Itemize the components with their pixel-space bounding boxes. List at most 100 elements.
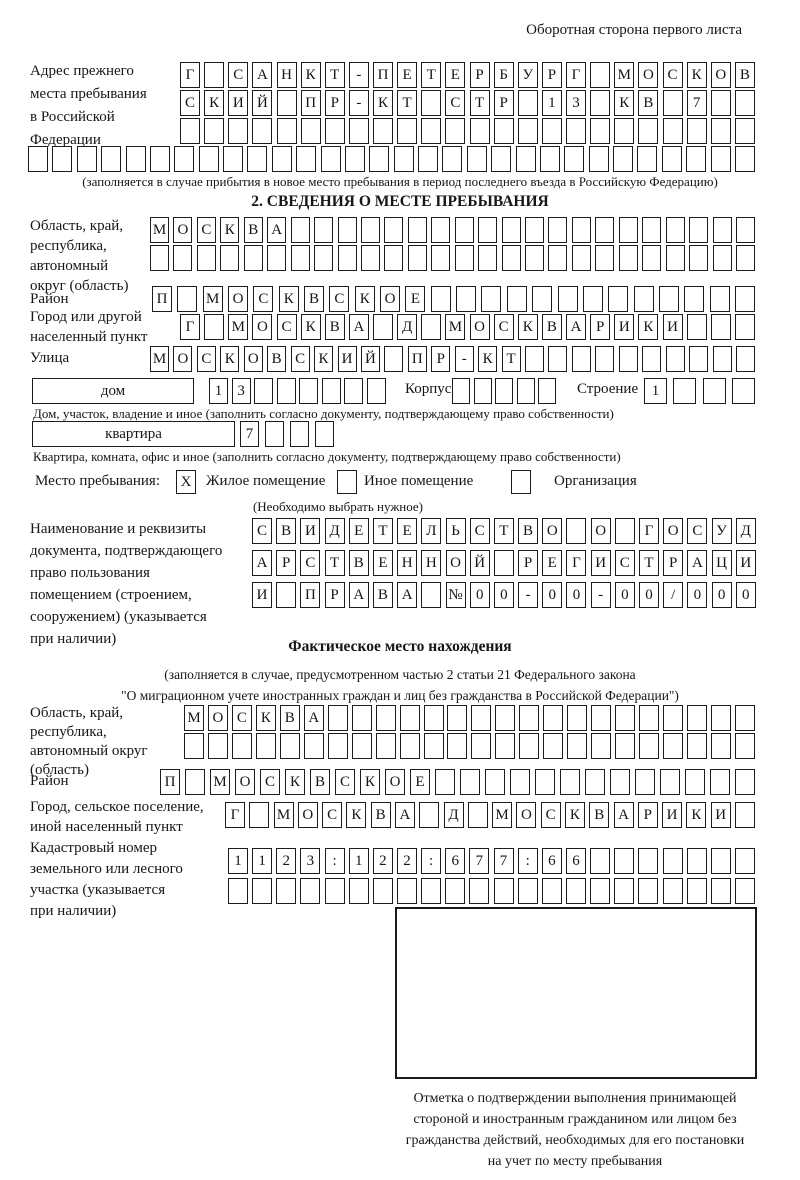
char-cell[interactable]: К: [478, 346, 498, 372]
char-cell[interactable]: К: [255, 705, 276, 731]
char-cell[interactable]: [344, 378, 364, 404]
char-cell[interactable]: Е: [405, 286, 426, 312]
char-cell[interactable]: К: [517, 314, 538, 340]
char-cell[interactable]: С: [335, 769, 355, 795]
char-cell[interactable]: [290, 217, 310, 243]
char-cell[interactable]: Г: [225, 802, 245, 828]
char-cell[interactable]: [493, 550, 514, 576]
char-cell[interactable]: А: [566, 314, 586, 340]
char-cell[interactable]: №: [445, 582, 466, 608]
char-cell[interactable]: [373, 118, 393, 144]
char-cell[interactable]: 0: [614, 582, 635, 608]
char-cell[interactable]: [687, 705, 708, 731]
char-cell[interactable]: [174, 146, 195, 172]
char-cell[interactable]: [324, 878, 345, 904]
char-cell[interactable]: И: [337, 346, 357, 372]
char-cell[interactable]: А: [687, 550, 708, 576]
char-cell[interactable]: К: [686, 62, 707, 88]
char-cell[interactable]: Н: [397, 550, 418, 576]
char-cell[interactable]: [548, 346, 568, 372]
char-cell[interactable]: [595, 245, 615, 271]
char-cell[interactable]: [184, 733, 204, 759]
char-cell[interactable]: С: [662, 62, 683, 88]
char-cell[interactable]: [418, 146, 438, 172]
char-cell[interactable]: [185, 769, 205, 795]
char-cell[interactable]: М: [150, 346, 169, 372]
char-cell[interactable]: [710, 90, 731, 116]
char-cell[interactable]: Д: [397, 314, 418, 340]
char-cell[interactable]: [397, 118, 418, 144]
char-cell[interactable]: [473, 378, 492, 404]
char-cell[interactable]: [686, 146, 707, 172]
char-cell[interactable]: [228, 118, 249, 144]
char-cell[interactable]: Е: [348, 518, 369, 544]
char-cell[interactable]: [290, 421, 309, 447]
char-cell[interactable]: [324, 118, 345, 144]
char-cell[interactable]: [638, 878, 659, 904]
char-cell[interactable]: Т: [372, 518, 393, 544]
char-cell[interactable]: -: [590, 582, 611, 608]
char-cell[interactable]: [585, 769, 605, 795]
char-cell[interactable]: [456, 286, 477, 312]
char-cell[interactable]: /: [663, 582, 684, 608]
char-cell[interactable]: [662, 90, 683, 116]
char-cell[interactable]: Н: [421, 550, 442, 576]
char-cell[interactable]: [525, 217, 544, 243]
char-cell[interactable]: [525, 245, 544, 271]
char-cell[interactable]: Л: [421, 518, 442, 544]
char-cell[interactable]: [665, 245, 685, 271]
char-cell[interactable]: [454, 245, 474, 271]
char-cell[interactable]: [384, 346, 404, 372]
char-cell[interactable]: Е: [445, 62, 466, 88]
char-cell[interactable]: К: [614, 90, 635, 116]
char-cell[interactable]: [478, 217, 498, 243]
char-cell[interactable]: [421, 118, 442, 144]
char-cell[interactable]: [613, 146, 633, 172]
char-cell[interactable]: [447, 733, 468, 759]
char-cell[interactable]: М: [184, 705, 204, 731]
char-cell[interactable]: Е: [397, 62, 418, 88]
char-cell[interactable]: Ь: [445, 518, 466, 544]
char-cell[interactable]: [686, 118, 707, 144]
char-cell[interactable]: 0: [639, 582, 659, 608]
char-cell[interactable]: К: [220, 217, 240, 243]
char-cell[interactable]: В: [638, 90, 659, 116]
char-cell[interactable]: [735, 245, 755, 271]
char-cell[interactable]: 1: [228, 848, 248, 874]
char-cell[interactable]: М: [150, 217, 169, 243]
char-cell[interactable]: [247, 146, 268, 172]
char-cell[interactable]: [618, 346, 638, 372]
char-cell[interactable]: [399, 733, 420, 759]
char-cell[interactable]: [532, 286, 553, 312]
char-cell[interactable]: [539, 146, 560, 172]
char-cell[interactable]: К: [300, 62, 321, 88]
char-cell[interactable]: О: [173, 217, 193, 243]
char-cell[interactable]: [686, 848, 707, 874]
char-cell[interactable]: С: [228, 62, 249, 88]
char-cell[interactable]: [149, 146, 170, 172]
char-cell[interactable]: Р: [663, 550, 684, 576]
char-cell[interactable]: С: [253, 286, 274, 312]
char-cell[interactable]: [595, 217, 615, 243]
char-cell[interactable]: А: [348, 314, 369, 340]
char-cell[interactable]: [375, 705, 396, 731]
char-cell[interactable]: [515, 146, 536, 172]
char-cell[interactable]: [173, 245, 193, 271]
char-cell[interactable]: К: [314, 346, 334, 372]
char-cell[interactable]: [662, 848, 683, 874]
char-cell[interactable]: [566, 118, 586, 144]
char-cell[interactable]: [435, 769, 455, 795]
char-cell[interactable]: [327, 733, 348, 759]
char-cell[interactable]: Т: [493, 518, 514, 544]
char-cell[interactable]: [710, 769, 730, 795]
char-cell[interactable]: [614, 518, 635, 544]
char-cell[interactable]: О: [252, 314, 273, 340]
char-cell[interactable]: Т: [639, 550, 659, 576]
char-cell[interactable]: [506, 286, 527, 312]
char-cell[interactable]: [517, 878, 538, 904]
char-cell[interactable]: [271, 146, 292, 172]
char-cell[interactable]: С: [196, 346, 216, 372]
char-cell[interactable]: Т: [469, 90, 490, 116]
char-cell[interactable]: [303, 733, 324, 759]
char-cell[interactable]: И: [710, 802, 731, 828]
